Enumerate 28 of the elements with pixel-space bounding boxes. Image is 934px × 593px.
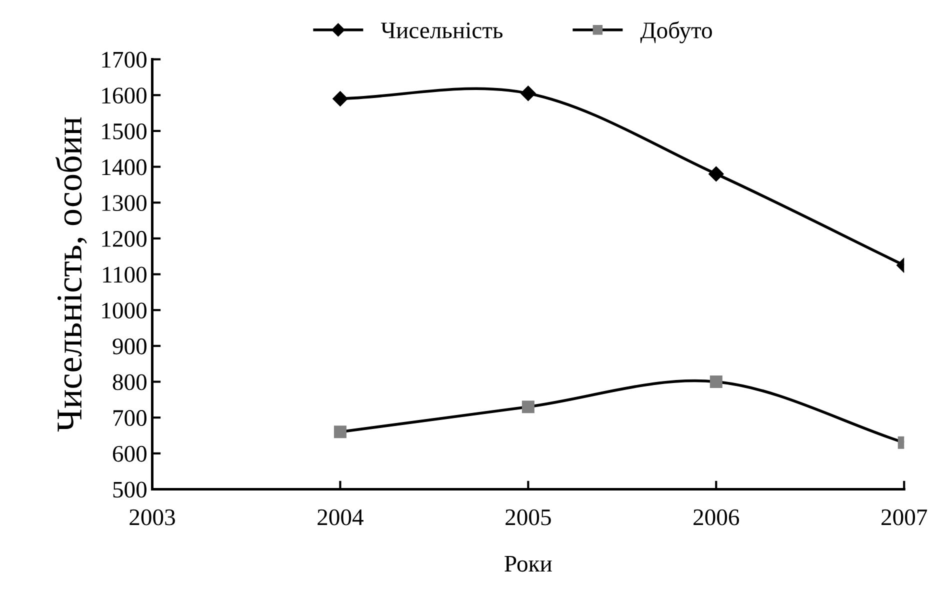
y-tick-label: 700	[114, 410, 146, 426]
point	[710, 375, 722, 388]
legend-label: Чисельність	[380, 22, 503, 38]
x-tick-label: 2006	[694, 509, 740, 526]
y-tick-label: 1500	[102, 123, 146, 140]
y-tick-label: 600	[112, 446, 146, 462]
x-tick-label: 2007	[882, 509, 928, 526]
x-tick-label: 2005	[506, 509, 551, 526]
y-tick-label: 800	[112, 374, 146, 390]
y-tick-label: 1100	[103, 266, 146, 283]
y-tick-label: 1600	[102, 88, 146, 104]
point	[522, 400, 534, 414]
legend-label: Добуто	[640, 21, 712, 44]
point	[334, 426, 346, 438]
x-tick-label: 2004	[318, 509, 364, 526]
y-axis-title: Чисельність, особин	[56, 117, 87, 432]
y-tick-label: 1300	[102, 195, 146, 212]
y-tick-label: 1200	[102, 230, 146, 247]
x-tick-label: 2003	[130, 509, 175, 526]
point	[332, 91, 348, 106]
y-tick-label: 1400	[102, 159, 146, 176]
y-tick-label: 1000	[102, 302, 146, 319]
y-tick-label: 900	[112, 338, 146, 354]
point	[708, 166, 724, 182]
y-tick-label: 1700	[102, 52, 146, 68]
x-axis-title: Роки	[504, 556, 552, 572]
point	[520, 86, 536, 101]
y-tick-label: 500	[113, 482, 146, 498]
